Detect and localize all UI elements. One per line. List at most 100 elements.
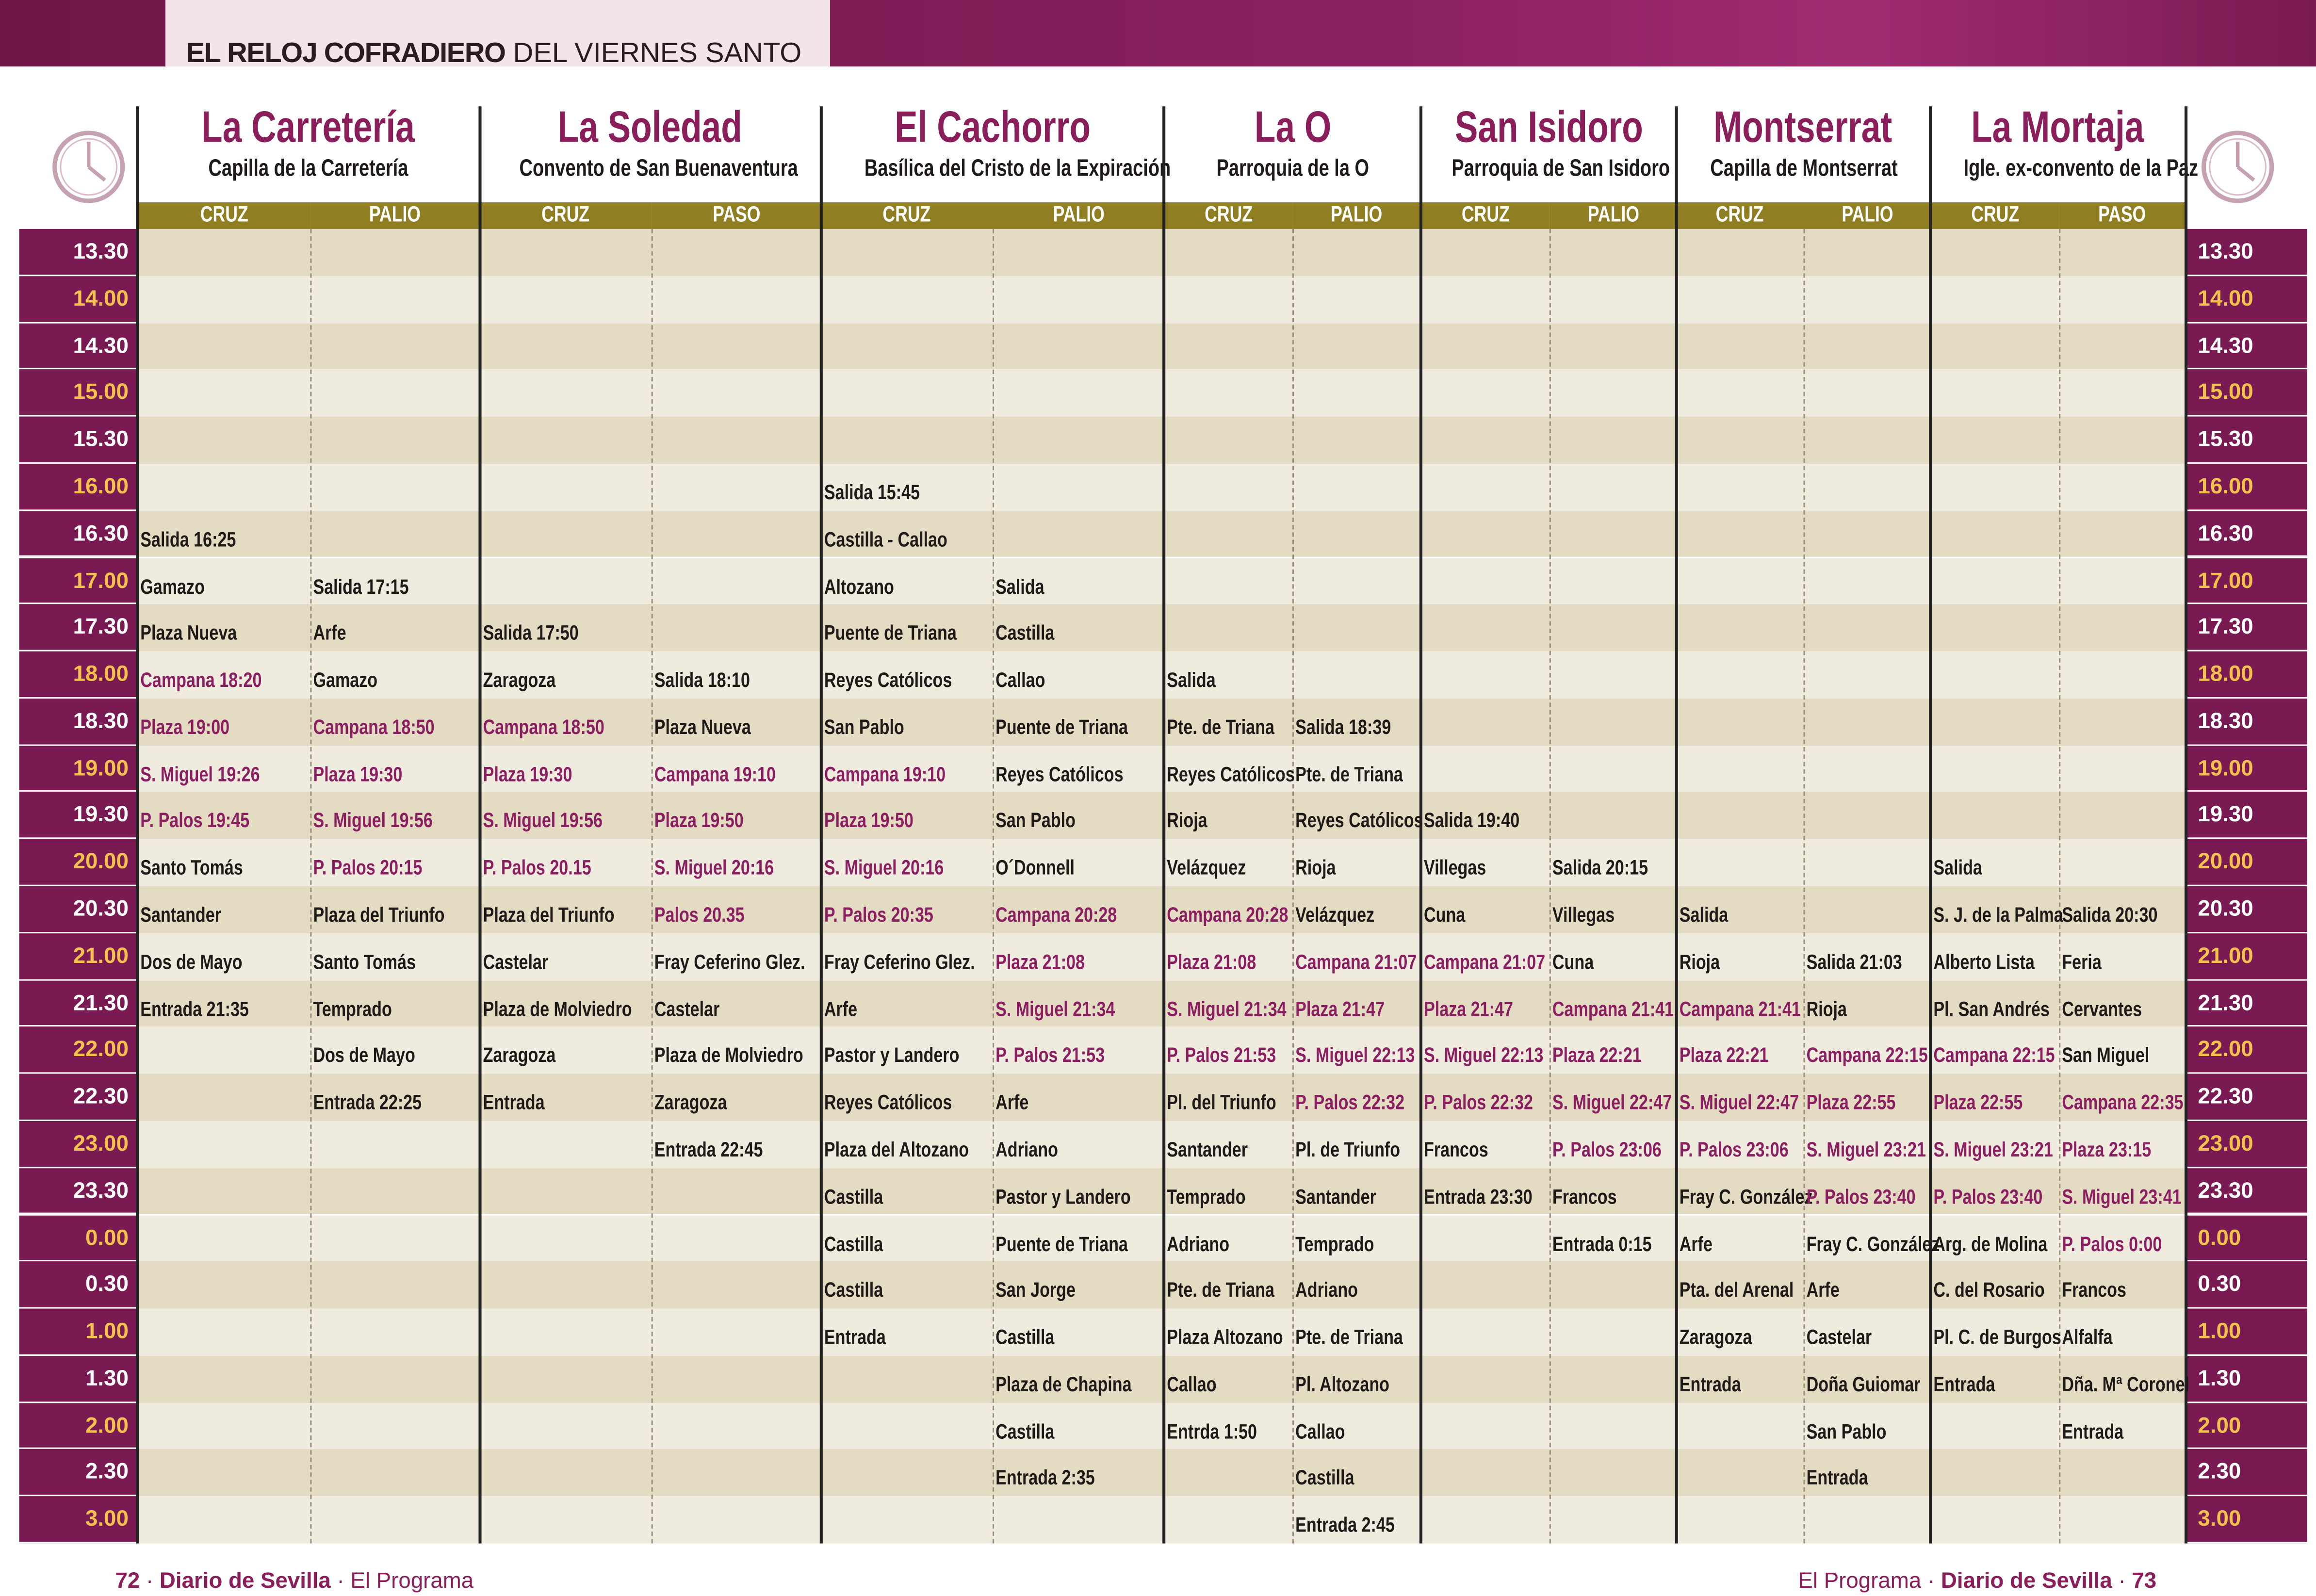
cell-text: P. Palos 20.15	[483, 855, 591, 879]
cell-text: Rioja	[1806, 996, 1847, 1020]
row-band	[137, 604, 2186, 651]
subcolumn-divider	[1803, 228, 1805, 1544]
cell-text: Santo Tomás	[140, 855, 243, 879]
time-label: 1.00	[2186, 1308, 2307, 1356]
time-label: 18.30	[19, 698, 138, 746]
cell-text: Cervantes	[2062, 996, 2142, 1020]
time-label: 14.30	[19, 323, 138, 370]
footer-left: 72 · Diario de Sevilla · El Programa	[115, 1568, 473, 1594]
brotherhood-place: Convento de San Buenaventura	[519, 156, 798, 182]
time-label: 16.00	[2186, 463, 2307, 511]
cell-text: Entrada	[1806, 1466, 1868, 1490]
cell-text: Plaza 19:50	[824, 808, 913, 832]
cell-text: P. Palos 20:15	[313, 855, 423, 879]
subcolumn-divider	[310, 228, 312, 1544]
cell-text: Campana 18:50	[313, 715, 435, 738]
cell-text: S. Miguel 21:34	[1167, 996, 1287, 1020]
separator: ·	[337, 1568, 344, 1594]
cell-text: Pl. C. de Burgos	[1933, 1325, 2061, 1349]
cell-text: Gamazo	[140, 573, 205, 598]
time-label: 15.00	[2186, 370, 2307, 417]
cell-text: Campana 19:10	[654, 761, 776, 785]
cell-text: Entrada 22:45	[654, 1137, 763, 1161]
time-label: 1.30	[2186, 1355, 2307, 1403]
cell-text: S. Miguel 23:41	[2062, 1184, 2182, 1208]
cell-text: Salida 18:10	[654, 668, 750, 692]
cell-text: S. Miguel 22:13	[1295, 1043, 1415, 1067]
cell-text: Fray C. González	[1679, 1184, 1813, 1208]
subcolumn-label: PASO	[651, 202, 821, 229]
cell-text: Castilla - Callao	[824, 527, 947, 551]
clock-icon	[52, 130, 125, 203]
cell-text: S. Miguel 23:21	[1806, 1137, 1926, 1161]
subcolumn-label: PASO	[2059, 202, 2186, 229]
cell-text: Campana 18:20	[140, 668, 262, 692]
time-label: 17.30	[19, 604, 138, 651]
time-label: 17.30	[2186, 604, 2307, 651]
cell-text: Santander	[140, 902, 222, 926]
cell-text: Puente de Triana	[824, 620, 957, 645]
cell-text: Entrada	[824, 1325, 886, 1349]
cell-text: Castelar	[1806, 1325, 1872, 1349]
cell-text: P. Palos 19:45	[140, 808, 250, 832]
subcolumn-divider	[992, 228, 995, 1544]
row-band	[137, 1215, 2186, 1262]
time-label: 21.00	[19, 933, 138, 980]
cell-text: Salida	[1679, 902, 1729, 926]
time-label: 2.30	[2186, 1449, 2307, 1497]
time-label: 14.00	[19, 276, 138, 323]
cell-text: Plaza 22:55	[1933, 1090, 2023, 1114]
section-name: El Programa	[350, 1568, 474, 1594]
cell-text: C. del Rosario	[1933, 1278, 2045, 1302]
cell-text: Plaza 22:21	[1679, 1043, 1769, 1067]
column-divider	[1163, 106, 1165, 1544]
time-label: 23.00	[2186, 1121, 2307, 1168]
time-label: 22.00	[19, 1027, 138, 1074]
cell-text: Campana 22:35	[2062, 1090, 2184, 1114]
paper-name: Diario de Sevilla	[1941, 1568, 2112, 1594]
subcolumn-label: PALIO	[1803, 202, 1931, 229]
time-label: 1.30	[19, 1355, 138, 1403]
row-band	[137, 1074, 2186, 1121]
cell-text: Entrada 2:35	[995, 1466, 1095, 1490]
time-label: 17.00	[19, 557, 138, 605]
cell-text: Castilla	[824, 1278, 883, 1302]
time-label: 18.30	[2186, 698, 2307, 746]
cell-text: Temprado	[1167, 1184, 1246, 1208]
row-band	[137, 370, 2186, 417]
time-label: 16.30	[2186, 510, 2307, 558]
subcolumn-label: CRUZ	[821, 202, 993, 229]
row-band	[137, 1402, 2186, 1450]
time-label: 2.30	[19, 1449, 138, 1497]
time-label: 20.30	[19, 886, 138, 933]
time-label: 19.30	[19, 792, 138, 839]
cell-text: Salida 18:39	[1295, 715, 1391, 738]
subcolumn-label: CRUZ	[480, 202, 652, 229]
cell-text: Puente de Triana	[995, 1231, 1128, 1255]
cell-text: Fray C. González	[1806, 1231, 1940, 1255]
brotherhood-name: Montserrat	[1714, 103, 1893, 152]
cell-text: Callao	[1167, 1371, 1217, 1396]
cell-text: Villegas	[1552, 902, 1615, 926]
cell-text: Entrada 23:30	[1424, 1184, 1533, 1208]
cell-text: Pta. del Arenal	[1679, 1278, 1794, 1302]
time-label: 22.30	[2186, 1074, 2307, 1121]
brotherhood-place: Capilla de Montserrat	[1710, 156, 1897, 182]
row-band	[137, 1168, 2186, 1215]
cell-text: San Pablo	[1806, 1418, 1887, 1443]
column-divider	[479, 106, 481, 1544]
cell-text: Zaragoza	[483, 668, 556, 692]
brotherhood-name: San Isidoro	[1454, 103, 1643, 152]
cell-text: Zaragoza	[654, 1090, 727, 1114]
cell-text: Doña Guiomar	[1806, 1371, 1921, 1396]
cell-text: Entrada 0:15	[1552, 1231, 1652, 1255]
time-label: 0.30	[2186, 1261, 2307, 1309]
cell-text: Salida 17:15	[313, 573, 409, 598]
cell-text: Arfe	[995, 1090, 1029, 1114]
cell-text: Arfe	[824, 996, 858, 1020]
cell-text: Altozano	[824, 573, 894, 598]
subcolumn-label: CRUZ	[137, 202, 310, 229]
time-label: 2.00	[19, 1402, 138, 1450]
subcolumn-label: CRUZ	[1420, 202, 1549, 229]
